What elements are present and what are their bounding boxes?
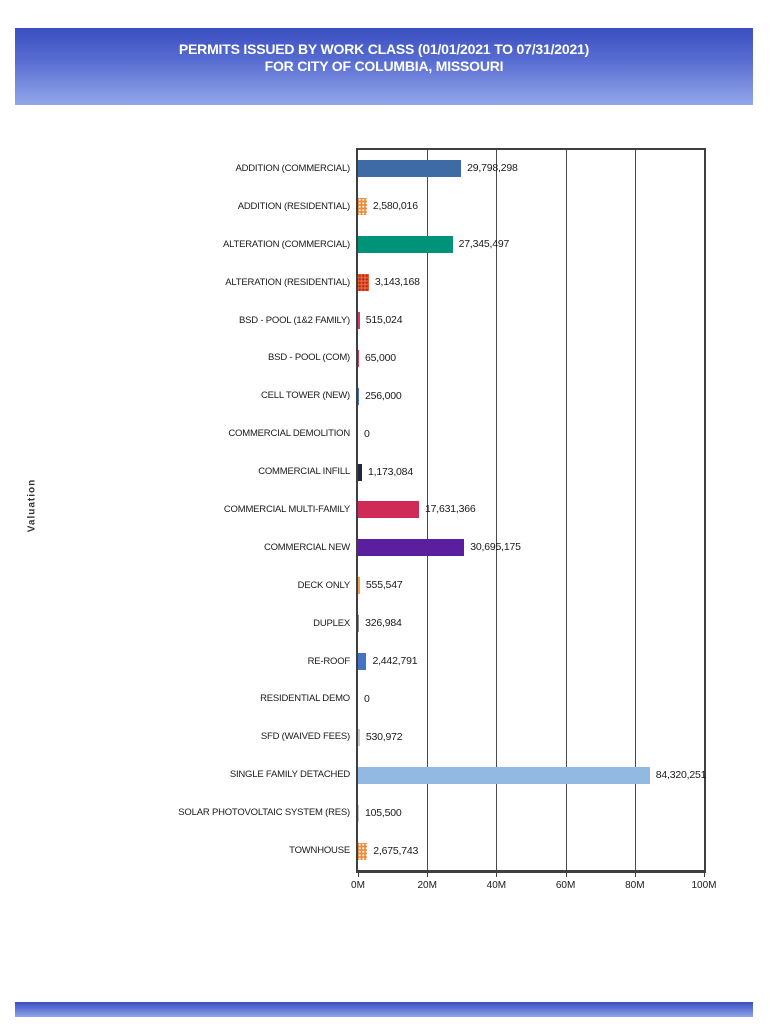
category-label-bsd-pool-com: BSD - POOL (COM) bbox=[268, 352, 350, 364]
chart-row-sfd-waived-fees: SFD (WAIVED FEES) 530,972 bbox=[261, 718, 704, 756]
bar-commercial-new bbox=[358, 539, 465, 557]
x-tick-mark-40M bbox=[496, 873, 498, 877]
value-label-deck-only: 555,547 bbox=[365, 579, 403, 592]
value-label-commercial-multi-family: 17,631,366 bbox=[425, 503, 476, 516]
x-tick-mark-100M bbox=[704, 873, 705, 877]
value-label-bsd-pool-1-2-family: 515,024 bbox=[365, 314, 403, 327]
bar-solar-photovoltaic-system-res bbox=[358, 804, 359, 822]
category-label-solar-photovoltaic-system-res: SOLAR PHOTOVOLTAIC SYSTEM (RES) bbox=[178, 807, 350, 819]
x-tick-mark-0M bbox=[358, 873, 359, 877]
chart-row-alteration-residential: ALTERATION (RESIDENTIAL) 3,143,168 bbox=[225, 264, 704, 302]
bar-re-roof bbox=[358, 653, 367, 671]
chart-row-cell-tower-new: CELL TOWER (NEW) 256,000 bbox=[261, 377, 704, 415]
category-label-commercial-infill: COMMERCIAL INFILL bbox=[258, 466, 350, 478]
chart-row-alteration-commercial: ALTERATION (COMMERCIAL) 27,345,497 bbox=[223, 226, 704, 264]
bar-addition-commercial bbox=[358, 160, 462, 178]
plot-area: ADDITION (COMMERCIAL) 29,798,298 ADDITION … bbox=[178, 148, 717, 891]
value-label-townhouse: 2,675,743 bbox=[373, 844, 419, 857]
bar-alteration-residential bbox=[358, 274, 369, 292]
category-label-residential-demo: RESIDENTIAL DEMO bbox=[260, 693, 350, 705]
category-label-cell-tower-new: CELL TOWER (NEW) bbox=[261, 390, 350, 402]
value-label-solar-photovoltaic-system-res: 105,500 bbox=[365, 806, 402, 819]
value-label-commercial-infill: 1,173,084 bbox=[368, 465, 413, 478]
bar-bsd-pool-com bbox=[358, 349, 359, 367]
category-label-single-family-detached: SINGLE FAMILY DETACHED bbox=[229, 769, 350, 781]
value-label-commercial-demolition: 0 bbox=[364, 427, 370, 440]
chart-row-commercial-infill: COMMERCIAL INFILL 1,173,084 bbox=[258, 453, 704, 491]
gridline-40M bbox=[496, 150, 498, 870]
bar-alteration-commercial bbox=[358, 236, 453, 254]
gridline-80M bbox=[634, 150, 636, 870]
bar-addition-residential bbox=[358, 198, 367, 216]
category-label-addition-residential: ADDITION (RESIDENTIAL) bbox=[237, 200, 350, 212]
value-label-re-roof: 2,442,791 bbox=[372, 655, 418, 668]
chart-row-duplex: DUPLEX 326,984 bbox=[313, 605, 704, 643]
report-title-line2: FOR CITY OF COLUMBIA, MISSOURI bbox=[264, 58, 504, 74]
category-label-addition-commercial: ADDITION (COMMERCIAL) bbox=[235, 162, 350, 174]
x-tick-label-20M: 20M bbox=[417, 880, 437, 891]
x-tick-label-80M: 80M bbox=[625, 880, 645, 891]
chart-row-commercial-new: COMMERCIAL NEW 30,695,175 bbox=[264, 529, 704, 567]
value-label-bsd-pool-com: 65,000 bbox=[365, 351, 396, 364]
y-axis-title: Valuation bbox=[26, 478, 38, 533]
footer-banner bbox=[15, 1002, 753, 1017]
x-tick-label-60M: 60M bbox=[555, 880, 576, 891]
value-label-addition-residential: 2,580,016 bbox=[372, 200, 418, 213]
category-label-alteration-residential: ALTERATION (RESIDENTIAL) bbox=[225, 276, 350, 288]
bar-commercial-infill bbox=[358, 463, 363, 481]
chart-row-addition-residential: ADDITION (RESIDENTIAL) 2,580,016 bbox=[238, 188, 704, 226]
value-label-alteration-residential: 3,143,168 bbox=[374, 276, 420, 289]
category-label-re-roof: RE-ROOF bbox=[307, 655, 351, 667]
category-label-commercial-new: COMMERCIAL NEW bbox=[263, 541, 350, 553]
gridline-20M bbox=[427, 150, 429, 870]
chart-row-deck-only: DECK ONLY 555,547 bbox=[298, 567, 704, 605]
chart-row-bsd-pool-com: BSD - POOL (COM) 65,000 bbox=[268, 339, 704, 377]
category-label-commercial-demolition: COMMERCIAL DEMOLITION bbox=[228, 428, 350, 440]
category-label-sfd-waived-fees: SFD (WAIVED FEES) bbox=[260, 731, 350, 743]
bar-commercial-multi-family bbox=[358, 501, 419, 519]
gridline-60M bbox=[565, 150, 567, 870]
x-tick-mark-60M bbox=[565, 873, 567, 877]
value-label-commercial-new: 30,695,175 bbox=[470, 541, 521, 554]
category-label-commercial-multi-family: COMMERCIAL MULTI-FAMILY bbox=[223, 503, 350, 515]
x-tick-mark-20M bbox=[427, 873, 429, 877]
category-label-bsd-pool-1-2-family: BSD - POOL (1&2 FAMILY) bbox=[238, 314, 350, 326]
value-label-single-family-detached: 84,320,251 bbox=[655, 768, 707, 781]
bar-sfd-waived-fees bbox=[358, 728, 360, 746]
x-tick-label-0M: 0M bbox=[351, 880, 365, 891]
bar-deck-only bbox=[358, 577, 360, 595]
bar-cell-tower-new bbox=[358, 387, 359, 405]
chart-row-re-roof: RE-ROOF 2,442,791 bbox=[308, 643, 704, 681]
value-label-residential-demo: 0 bbox=[364, 692, 370, 705]
value-label-alteration-commercial: 27,345,497 bbox=[458, 238, 510, 251]
category-label-townhouse: TOWNHOUSE bbox=[289, 845, 350, 857]
x-tick-mark-80M bbox=[634, 873, 636, 877]
x-tick-label-100M: 100M bbox=[691, 880, 717, 891]
chart-row-bsd-pool-1-2-family: BSD - POOL (1&2 FAMILY) 515,024 bbox=[239, 302, 704, 340]
bar-duplex bbox=[358, 615, 360, 633]
x-tick-label-40M: 40M bbox=[486, 880, 507, 891]
chart-row-townhouse: TOWNHOUSE 2,675,743 bbox=[289, 832, 704, 870]
chart-row-commercial-multi-family: COMMERCIAL MULTI-FAMILY 17,631,366 bbox=[224, 491, 704, 529]
chart-row-commercial-demolition: COMMERCIAL DEMOLITION 0 bbox=[228, 415, 704, 453]
report-title-line1: PERMITS ISSUED BY WORK CLASS (01/01/2021… bbox=[178, 41, 590, 57]
category-label-alteration-commercial: ALTERATION (COMMERCIAL) bbox=[223, 238, 350, 250]
value-label-sfd-waived-fees: 530,972 bbox=[365, 730, 403, 743]
value-label-cell-tower-new: 256,000 bbox=[365, 389, 402, 402]
category-label-deck-only: DECK ONLY bbox=[297, 579, 351, 591]
bar-townhouse bbox=[358, 842, 368, 860]
category-label-duplex: DUPLEX bbox=[313, 617, 350, 629]
bar-bsd-pool-1-2-family bbox=[358, 312, 360, 330]
chart-row-addition-commercial: ADDITION (COMMERCIAL) 29,798,298 bbox=[235, 150, 704, 188]
chart-row-single-family-detached: SINGLE FAMILY DETACHED 84,320,251 bbox=[230, 756, 707, 794]
chart-row-residential-demo: RESIDENTIAL DEMO 0 bbox=[260, 681, 704, 719]
report-title-banner: PERMITS ISSUED BY WORK CLASS (01/01/2021… bbox=[15, 28, 753, 105]
bar-single-family-detached bbox=[358, 766, 650, 784]
value-label-duplex: 326,984 bbox=[365, 617, 402, 630]
chart-row-solar-photovoltaic-system-res: SOLAR PHOTOVOLTAIC SYSTEM (RES) 105,500 bbox=[178, 794, 704, 832]
value-label-addition-commercial: 29,798,298 bbox=[467, 162, 518, 175]
